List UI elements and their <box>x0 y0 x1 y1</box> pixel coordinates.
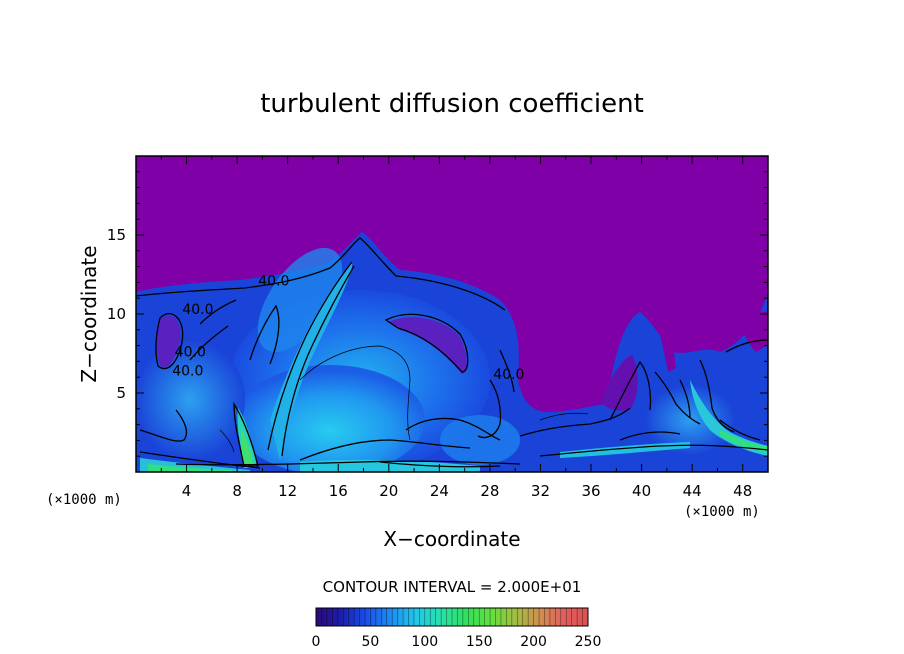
high-streak <box>241 430 254 468</box>
contour-line <box>136 237 397 297</box>
field-blob <box>136 340 245 460</box>
field-blob <box>440 415 520 465</box>
x-axis: 4 8 12 16 20 24 28 32 36 40 44 48 <box>160 156 752 500</box>
x-tick-label: 32 <box>531 482 550 500</box>
contour-labels: 40.0 40.0 40.0 40.0 40.0 <box>172 274 524 383</box>
contour-value-label: 40.0 <box>258 274 289 290</box>
contour-line <box>384 313 469 373</box>
contour-value-label: 40.0 <box>493 367 524 383</box>
contour-line <box>139 409 188 442</box>
x-tick-label: 12 <box>278 482 297 500</box>
x-tick-label: 36 <box>581 482 600 500</box>
contour-line <box>609 360 652 421</box>
purple-tongue <box>585 312 606 398</box>
purple-tongue <box>655 312 676 372</box>
contour-value-label: 40.0 <box>182 302 213 318</box>
contour-line <box>299 439 471 461</box>
contour-line <box>189 325 229 361</box>
y-tick-label: 10 <box>107 305 126 323</box>
contour-line <box>654 371 701 425</box>
high-streak <box>270 262 353 460</box>
colorbar: 0 50 100 150 200 250 <box>312 607 602 650</box>
colorbar-tick-label: 50 <box>361 634 379 650</box>
colorbar-tick-label: 200 <box>520 634 547 650</box>
x-tick-label: 4 <box>182 482 192 500</box>
colorbar-frame <box>315 607 589 627</box>
contour-value-label: 40.0 <box>175 345 206 361</box>
contour-line <box>499 349 515 393</box>
x-tick-label: 28 <box>480 482 499 500</box>
contour-line <box>619 431 681 441</box>
x-tick-label: 16 <box>329 482 348 500</box>
contour-line <box>477 379 502 439</box>
purple-tongue <box>736 312 768 352</box>
purple-pocket <box>157 316 181 368</box>
contour-line <box>719 419 761 441</box>
contour-lines <box>136 237 768 469</box>
contour-line <box>267 261 353 451</box>
contour-line <box>155 312 184 370</box>
x-tick-label: 24 <box>430 482 449 500</box>
purple-tongue <box>540 312 580 407</box>
x-axis-title: X−coordinate <box>383 527 520 551</box>
contour-line <box>699 359 735 433</box>
high-streak <box>720 430 768 452</box>
y-axis: 5 10 15 <box>107 171 768 457</box>
field-blob <box>235 365 425 472</box>
y-tick-label: 5 <box>116 384 126 402</box>
x-tick-label: 20 <box>379 482 398 500</box>
x-unit-left: (×1000 m) <box>46 492 122 508</box>
contour-value-label: 40.0 <box>172 364 203 380</box>
purple-pocket <box>600 355 638 411</box>
contour-line <box>175 460 521 466</box>
colorbar-tick-label: 150 <box>466 634 493 650</box>
y-tick-label: 15 <box>107 226 126 244</box>
contour-line <box>249 304 280 365</box>
contour-line <box>379 461 501 468</box>
y-axis-title: Z−coordinate <box>77 245 101 382</box>
contour-line <box>281 265 355 457</box>
x-tick-label: 48 <box>733 482 752 500</box>
contour-line <box>199 299 237 325</box>
contour-line <box>299 345 411 441</box>
contour-line <box>395 275 506 311</box>
contour-line <box>679 379 691 419</box>
contour-line <box>139 451 261 469</box>
contour-line <box>519 407 631 437</box>
contour-line <box>539 412 589 421</box>
x-tick-label: 40 <box>632 482 651 500</box>
colorbar-tick-label: 250 <box>575 634 602 650</box>
field-blob <box>645 385 735 455</box>
contour-line <box>725 339 768 353</box>
contour-line <box>219 429 235 453</box>
high-streak <box>148 464 232 472</box>
contour-line <box>233 401 259 467</box>
chart-title: turbulent diffusion coefficient <box>260 89 644 119</box>
contour-interval-label: CONTOUR INTERVAL = 2.000E+01 <box>323 578 582 596</box>
contour-lines-thin <box>219 345 589 453</box>
colorbar-tick-label: 100 <box>411 634 438 650</box>
colorbar-tick-label: 0 <box>312 634 321 650</box>
x-unit-right: (×1000 m) <box>684 504 760 520</box>
x-tick-label: 8 <box>232 482 242 500</box>
contour-field: 40.0 40.0 40.0 40.0 40.0 <box>136 156 768 472</box>
x-tick-label: 44 <box>683 482 702 500</box>
colorbar-ticks: 0 50 100 150 200 250 <box>312 634 602 650</box>
contour-line <box>539 444 768 457</box>
